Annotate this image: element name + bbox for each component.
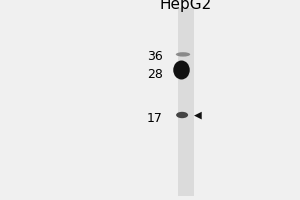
Text: HepG2: HepG2 bbox=[160, 0, 212, 12]
Text: 17: 17 bbox=[147, 112, 163, 126]
Ellipse shape bbox=[173, 60, 190, 79]
Polygon shape bbox=[194, 112, 202, 119]
Text: 28: 28 bbox=[147, 68, 163, 82]
Text: 36: 36 bbox=[147, 50, 163, 63]
FancyBboxPatch shape bbox=[178, 8, 194, 196]
Ellipse shape bbox=[176, 52, 190, 57]
Ellipse shape bbox=[176, 112, 188, 118]
